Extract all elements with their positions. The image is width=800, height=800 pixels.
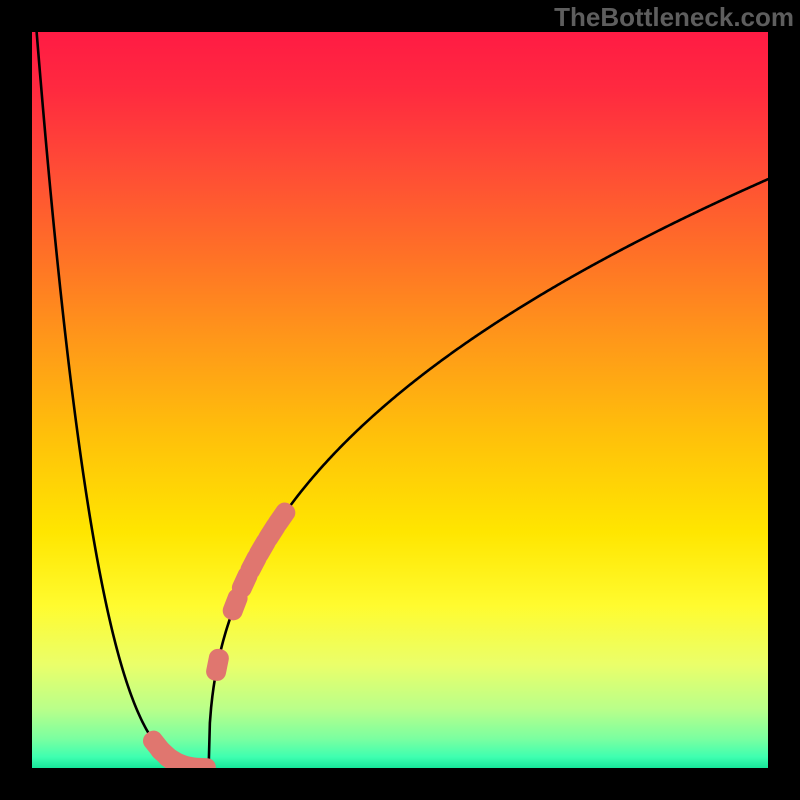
chart-frame xyxy=(0,0,800,800)
gradient-background xyxy=(32,32,768,768)
plot-area xyxy=(32,32,768,768)
attribution-watermark: TheBottleneck.com xyxy=(554,0,800,33)
plot-svg xyxy=(32,32,768,768)
